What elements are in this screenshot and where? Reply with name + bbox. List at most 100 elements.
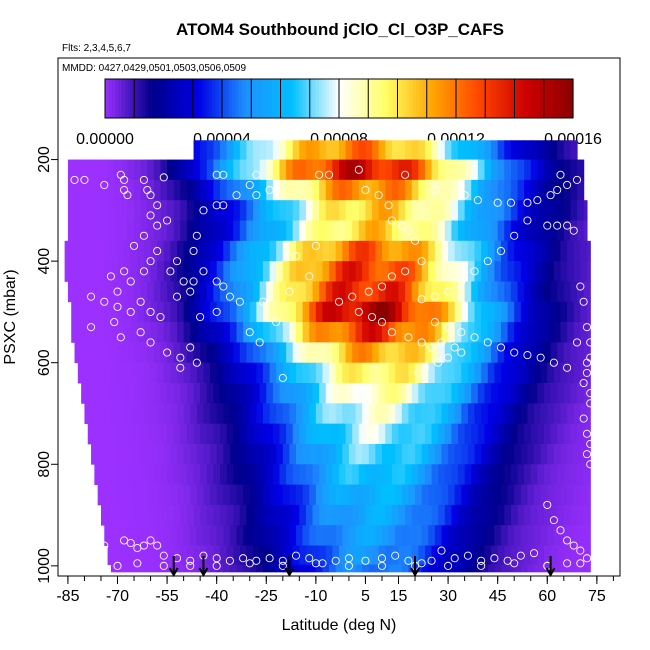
sample-point [219, 282, 228, 291]
heatmap-cell [233, 342, 241, 364]
heatmap-cell [97, 322, 105, 343]
heatmap-cell [537, 545, 545, 565]
heatmap-cell [286, 179, 294, 201]
heatmap-cell [325, 464, 333, 485]
colorbar-segment [462, 79, 467, 118]
heatmap-cell [276, 362, 284, 384]
heatmap-cell [173, 200, 181, 221]
heatmap-cell [143, 525, 152, 546]
heatmap-cell [524, 140, 532, 160]
heatmap-cell [580, 564, 588, 573]
heatmap-cell [494, 240, 502, 262]
heatmap-cell [256, 261, 264, 282]
heatmap-cell [428, 484, 436, 506]
heatmap-cell [352, 200, 360, 221]
heatmap-cell [289, 443, 297, 465]
heatmap-cell [494, 322, 502, 343]
colorbar-segment [235, 79, 240, 118]
heatmap-cell [444, 140, 452, 160]
heatmap-cell [573, 301, 581, 323]
heatmap-cell [401, 301, 410, 323]
heatmap-cell [289, 484, 297, 506]
heatmap-cell [557, 140, 565, 160]
heatmap-cell [368, 322, 376, 343]
heatmap-cell [580, 443, 588, 465]
heatmap-cell [451, 504, 459, 526]
heatmap-cell [67, 220, 76, 242]
heatmap-cell [563, 383, 572, 404]
heatmap-cell [577, 423, 585, 445]
heatmap-cell [355, 362, 363, 384]
heatmap-cell [362, 362, 370, 384]
heatmap-cell [560, 261, 568, 282]
heatmap-cell [494, 564, 502, 573]
heatmap-cell [454, 525, 462, 546]
sample-point [272, 318, 281, 327]
heatmap-cell [269, 362, 277, 384]
heatmap-cell [104, 525, 112, 546]
sample-point [70, 175, 79, 184]
heatmap-cell [186, 179, 195, 201]
sample-point [189, 246, 198, 256]
heatmap-cell [292, 504, 300, 526]
heatmap-cell [507, 322, 515, 343]
heatmap-cell [312, 383, 320, 404]
heatmap-cell [381, 484, 390, 506]
heatmap-cell [431, 220, 439, 242]
heatmap-cell [510, 342, 519, 364]
heatmap-cell [557, 342, 565, 364]
heatmap-cell [322, 240, 330, 262]
heatmap-cell [196, 525, 205, 546]
heatmap-cell [183, 403, 191, 425]
colorbar-segment [131, 79, 136, 118]
heatmap-cell [120, 159, 129, 181]
heatmap-cell [517, 179, 525, 201]
heatmap-cell [494, 443, 502, 465]
heatmap-cell [253, 383, 261, 404]
heatmap-cell [547, 301, 555, 323]
heatmap-cell [444, 179, 452, 201]
colorbar-segment [496, 79, 501, 118]
heatmap-cell [339, 423, 347, 445]
heatmap-cell [520, 261, 529, 282]
heatmap-cell [408, 484, 416, 506]
heatmap-cell [362, 484, 370, 506]
colorbar-segment [452, 79, 457, 118]
heatmap-cell [388, 301, 396, 323]
heatmap-cell [127, 504, 135, 526]
heatmap-cell [372, 504, 380, 526]
heatmap-cell [67, 200, 76, 221]
heatmap-cell [345, 159, 353, 181]
heatmap-cell [434, 564, 443, 573]
heatmap-cell [560, 484, 568, 506]
heatmap-cell [577, 200, 585, 221]
sample-point [387, 328, 396, 337]
heatmap-cell [236, 443, 244, 465]
heatmap-cell [292, 464, 300, 485]
heatmap-cell [332, 159, 340, 181]
heatmap-cell [286, 159, 294, 181]
sample-point [344, 561, 353, 570]
heatmap-cell [510, 281, 519, 303]
heatmap-cell [553, 484, 562, 506]
heatmap-cell [335, 484, 343, 506]
heatmap-cell [193, 504, 201, 526]
heatmap-cell [243, 240, 251, 262]
heatmap-cell [378, 159, 386, 181]
heatmap-cell [305, 504, 314, 526]
heatmap-cell [236, 301, 244, 323]
sample-point [553, 221, 562, 230]
heatmap-cell [305, 179, 314, 201]
sample-point [255, 338, 264, 347]
heatmap-cell [358, 281, 367, 303]
heatmap-cell [97, 261, 105, 282]
sample-point [100, 180, 109, 190]
heatmap-cell [362, 525, 370, 546]
heatmap-cell [398, 342, 406, 364]
heatmap-cell [378, 140, 386, 160]
heatmap-cell [547, 322, 555, 343]
sample-point [444, 561, 453, 570]
heatmap [64, 140, 591, 573]
heatmap-cell [137, 403, 145, 425]
sample-point [113, 561, 122, 570]
